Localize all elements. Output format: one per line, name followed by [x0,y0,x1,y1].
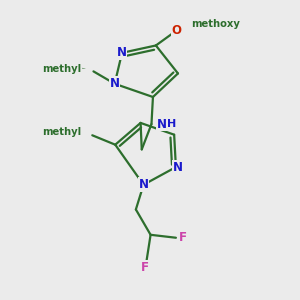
Text: N: N [139,178,148,191]
Text: methyl: methyl [42,127,81,137]
Text: F: F [178,231,186,244]
Text: methyl: methyl [81,68,86,69]
Text: O: O [172,24,182,37]
Text: methyl: methyl [42,64,81,74]
Text: N: N [110,77,120,90]
Text: N: N [116,46,126,59]
Text: H: H [167,119,177,129]
Text: N: N [157,118,167,130]
Text: methoxy: methoxy [191,19,240,29]
Text: N: N [172,161,182,174]
Text: F: F [141,261,149,274]
